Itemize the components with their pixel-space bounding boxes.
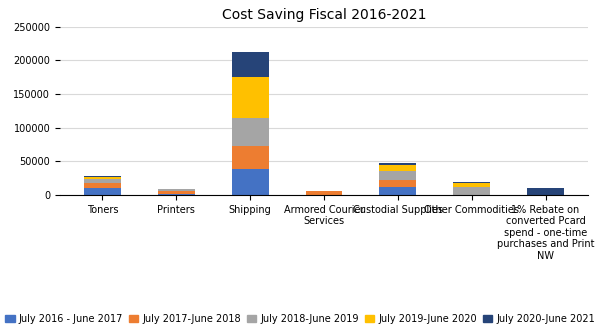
Bar bbox=[232, 52, 269, 77]
Bar bbox=[453, 187, 490, 195]
Bar bbox=[84, 176, 121, 177]
Bar bbox=[84, 188, 121, 195]
Bar bbox=[305, 191, 343, 195]
Bar bbox=[453, 182, 490, 183]
Bar bbox=[379, 187, 416, 195]
Bar bbox=[379, 171, 416, 180]
Bar bbox=[379, 163, 416, 165]
Legend: July 2016 - June 2017, July 2017-June 2018, July 2018-June 2019, July 2019-June : July 2016 - June 2017, July 2017-June 20… bbox=[1, 310, 599, 328]
Bar bbox=[158, 191, 195, 194]
Bar bbox=[453, 183, 490, 187]
Bar bbox=[527, 188, 564, 195]
Bar bbox=[232, 146, 269, 169]
Bar bbox=[232, 118, 269, 146]
Bar bbox=[232, 169, 269, 195]
Bar bbox=[158, 194, 195, 195]
Bar bbox=[232, 77, 269, 118]
Bar bbox=[379, 180, 416, 187]
Bar bbox=[84, 177, 121, 179]
Bar bbox=[158, 189, 195, 191]
Bar bbox=[379, 165, 416, 171]
Title: Cost Saving Fiscal 2016-2021: Cost Saving Fiscal 2016-2021 bbox=[222, 7, 426, 22]
Bar bbox=[84, 179, 121, 183]
Bar bbox=[84, 183, 121, 188]
